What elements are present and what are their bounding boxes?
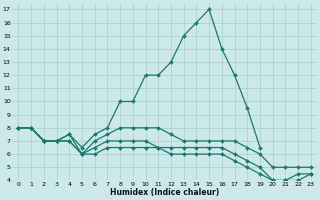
X-axis label: Humidex (Indice chaleur): Humidex (Indice chaleur) [110,188,219,197]
